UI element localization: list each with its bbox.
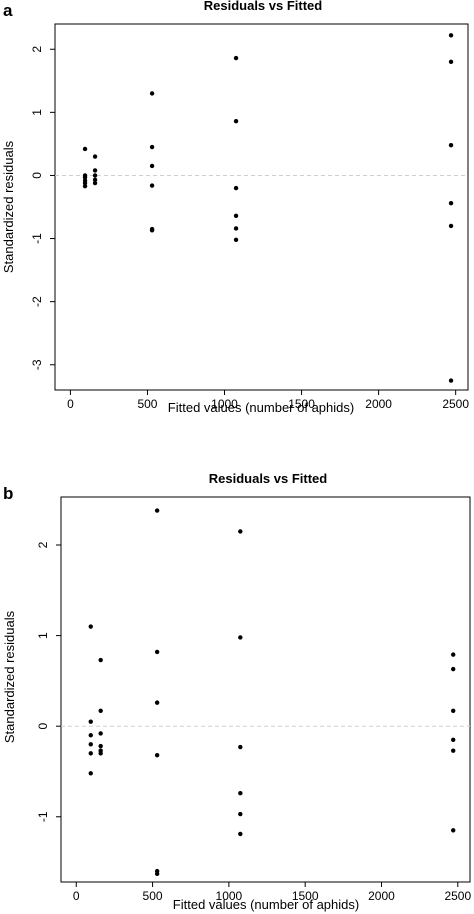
x-tick-label: 1500 bbox=[292, 889, 319, 903]
y-tick-label: 2 bbox=[30, 46, 44, 53]
data-point bbox=[88, 751, 93, 756]
data-point bbox=[92, 177, 98, 183]
x-tick-label: 2500 bbox=[444, 889, 471, 903]
data-point bbox=[238, 635, 243, 640]
y-tick-label: -1 bbox=[30, 233, 44, 244]
data-point bbox=[92, 173, 98, 178]
data-point bbox=[98, 708, 103, 713]
y-axis-label: Standardized residuals bbox=[1, 140, 16, 273]
data-point bbox=[448, 59, 454, 65]
data-point bbox=[149, 183, 155, 188]
x-tick-label: 0 bbox=[73, 889, 80, 903]
data-point bbox=[451, 737, 456, 742]
data-point bbox=[451, 708, 456, 713]
data-point bbox=[451, 828, 456, 833]
x-tick-label: 0 bbox=[67, 397, 74, 411]
data-point bbox=[154, 649, 160, 655]
data-point bbox=[448, 201, 454, 206]
y-tick-label: 0 bbox=[30, 172, 44, 179]
y-tick-label: -1 bbox=[36, 811, 50, 822]
panel-label: b bbox=[3, 484, 13, 503]
data-point bbox=[233, 237, 239, 243]
plot-frame bbox=[54, 23, 469, 391]
x-tick-label: 1000 bbox=[216, 889, 243, 903]
data-point bbox=[82, 180, 88, 186]
x-tick-label: 500 bbox=[137, 397, 157, 411]
data-point bbox=[233, 118, 239, 124]
chart-title: Residuals vs Fitted bbox=[204, 0, 323, 13]
data-point bbox=[88, 733, 93, 738]
data-point bbox=[448, 142, 454, 148]
data-point bbox=[233, 185, 239, 191]
data-point bbox=[154, 752, 160, 758]
data-point bbox=[92, 154, 98, 159]
y-tick-label: 1 bbox=[30, 109, 44, 116]
data-point bbox=[98, 743, 103, 749]
data-point bbox=[88, 624, 93, 629]
data-point bbox=[149, 91, 155, 96]
y-tick-label: -3 bbox=[30, 359, 44, 370]
y-tick-label: 0 bbox=[36, 723, 50, 730]
chart-panel-a: a Residuals vs Fitted Fitted values (num… bbox=[1, 0, 469, 415]
data-point bbox=[233, 226, 239, 231]
data-point bbox=[448, 378, 454, 383]
data-point bbox=[82, 146, 88, 152]
data-point bbox=[448, 223, 454, 229]
data-point bbox=[451, 666, 456, 672]
data-point bbox=[448, 33, 454, 38]
panel-label: a bbox=[3, 1, 13, 20]
data-point bbox=[154, 508, 160, 513]
data-point bbox=[154, 871, 160, 877]
data-point bbox=[238, 744, 243, 750]
data-point bbox=[238, 791, 243, 796]
y-tick-label: 1 bbox=[36, 632, 50, 639]
data-point bbox=[98, 731, 103, 736]
data-point bbox=[154, 700, 160, 705]
data-point bbox=[233, 213, 239, 219]
x-axis-label: Fitted values (number of aphids) bbox=[173, 897, 359, 912]
data-point bbox=[88, 742, 93, 747]
data-point bbox=[98, 657, 103, 663]
x-tick-label: 2500 bbox=[442, 397, 469, 411]
data-point bbox=[82, 175, 88, 180]
y-axis-label: Standardized residuals bbox=[2, 610, 17, 743]
x-axis-label: Fitted values (number of aphids) bbox=[168, 400, 354, 415]
y-tick-label: -2 bbox=[30, 296, 44, 307]
chart-title: Residuals vs Fitted bbox=[209, 471, 328, 486]
x-tick-label: 500 bbox=[143, 889, 163, 903]
y-tick-label: 2 bbox=[36, 541, 50, 548]
data-point bbox=[238, 529, 243, 534]
data-point bbox=[451, 748, 456, 753]
data-point bbox=[451, 652, 456, 657]
data-point bbox=[238, 811, 243, 817]
data-point bbox=[149, 163, 155, 169]
data-point bbox=[238, 831, 243, 837]
data-point bbox=[149, 144, 155, 150]
data-point bbox=[149, 228, 155, 233]
data-point bbox=[88, 771, 93, 776]
data-point bbox=[88, 719, 93, 724]
x-tick-label: 1500 bbox=[288, 397, 315, 411]
data-point bbox=[98, 751, 103, 756]
x-tick-label: 2000 bbox=[365, 397, 392, 411]
x-tick-label: 1000 bbox=[211, 397, 238, 411]
chart-panel-b: b Residuals vs Fitted Fitted values (num… bbox=[2, 471, 471, 912]
data-point bbox=[233, 55, 239, 61]
data-point bbox=[92, 180, 98, 186]
plot-frame bbox=[60, 496, 471, 883]
data-point bbox=[82, 183, 88, 189]
x-tick-label: 2000 bbox=[368, 889, 395, 903]
data-point bbox=[92, 168, 98, 173]
